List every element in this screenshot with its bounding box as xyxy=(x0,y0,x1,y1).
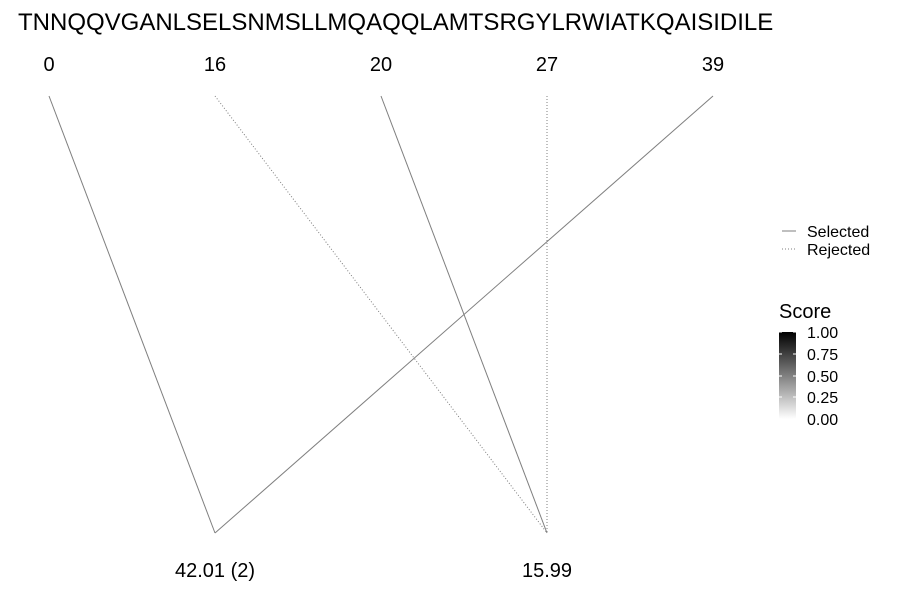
sequence-text: TNNQQVGANLSELSNMSLLMQAQQLAMTSRGYLRWIATKQ… xyxy=(18,9,773,36)
legend-label-selected: Selected xyxy=(807,224,869,241)
score-legend-title: Score xyxy=(779,301,831,323)
position-label: 0 xyxy=(43,54,54,76)
score-tick-label: 0.50 xyxy=(807,369,838,386)
node-labels: 42.01 (2) 15.99 xyxy=(175,560,572,582)
position-labels: 0 16 20 27 39 xyxy=(43,54,724,76)
legend-label-rejected: Rejected xyxy=(807,242,870,259)
line-type-legend: Selected Rejected xyxy=(782,224,870,259)
node-score-label: 42.01 (2) xyxy=(175,560,255,582)
node-score-label: 15.99 xyxy=(522,560,572,582)
selected-connection-line xyxy=(214,95,714,534)
connection-lines xyxy=(48,95,714,534)
position-label: 39 xyxy=(702,54,724,76)
position-label: 20 xyxy=(370,54,392,76)
score-tick-label: 1.00 xyxy=(807,325,838,342)
position-label: 16 xyxy=(204,54,226,76)
rejected-connection-line xyxy=(214,95,548,534)
selected-connection-line xyxy=(48,95,216,534)
score-legend: Score 1.00 0.75 0.50 0.25 0.00 xyxy=(779,301,838,429)
score-tick-label: 0.75 xyxy=(807,347,838,364)
score-tick-label: 0.25 xyxy=(807,390,838,407)
score-color-bar xyxy=(779,332,796,419)
score-tick-label: 0.00 xyxy=(807,412,838,429)
position-label: 27 xyxy=(536,54,558,76)
